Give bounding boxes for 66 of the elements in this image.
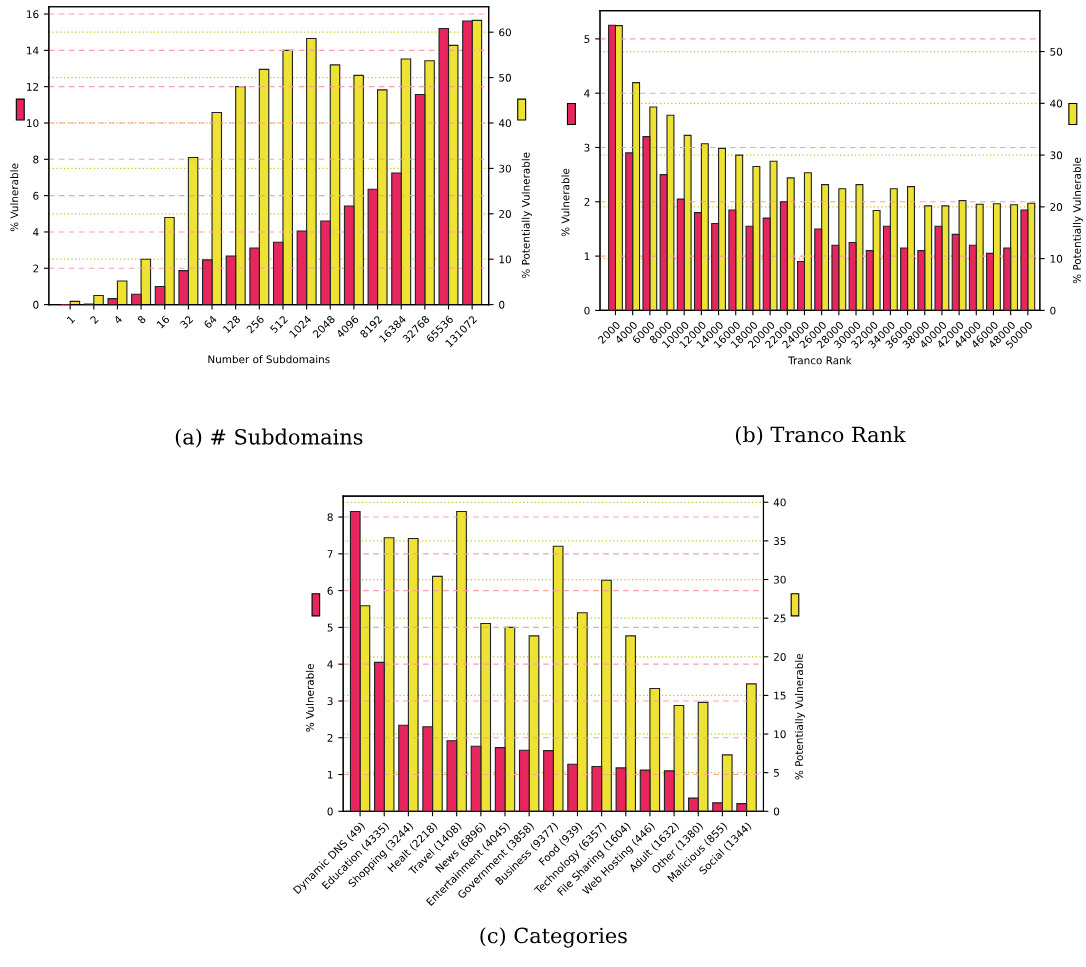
y-axis-title: % Vulnerable [10, 163, 19, 232]
text: (b) Tranco Rank [735, 426, 906, 446]
y-tick-label: 6 [327, 586, 333, 595]
text: (a) # Subdomains [175, 428, 363, 448]
y-tick-label: 4 [584, 89, 590, 98]
x-tick-label: 32 [179, 315, 194, 329]
y-tick-label: 6 [33, 191, 39, 200]
y2-tick-label: 50 [1050, 47, 1063, 56]
y2-tick-label: 40 [1050, 99, 1063, 108]
y-tick-label: 5 [584, 35, 590, 43]
y2-tick-label: 50 [499, 73, 511, 82]
y2-tick-label: 20 [1050, 203, 1063, 211]
y-tick-label: 3 [584, 143, 590, 152]
x-tick-label: 512 [269, 315, 288, 334]
y-tick-label: 8 [327, 513, 333, 522]
y2-tick-label: 40 [773, 498, 786, 507]
y2-tick-label: 30 [499, 164, 511, 173]
y-tick-label: 0 [327, 807, 333, 816]
y-tick-label: 0 [584, 306, 590, 315]
y-tick-label: 2 [584, 198, 590, 206]
y2-tick-label: 20 [499, 210, 511, 218]
y-axis-title: % Vulnerable [561, 168, 570, 237]
y2-tick-label: 60 [499, 28, 511, 37]
y2-axis-title: % Potentially Vulnerable [521, 152, 532, 279]
y-tick-label: 1 [327, 770, 333, 779]
x-tick-label: 2 [89, 315, 99, 325]
y-tick-label: 10 [27, 119, 39, 128]
y-tick-label: 12 [27, 82, 39, 91]
x-axis-title: Tranco Rank [788, 356, 852, 365]
y-tick-label: 5 [327, 623, 333, 632]
y-tick-label: 2 [33, 264, 39, 273]
y-tick-label: 3 [327, 697, 333, 706]
y2-tick-label: 30 [773, 575, 786, 584]
y2-tick-label: 0 [499, 300, 505, 309]
y-tick-label: 4 [33, 228, 39, 236]
y2-axis-title: % Potentially Vulnerable [1072, 157, 1083, 284]
y-tick-label: 2 [327, 733, 333, 742]
y-tick-label: 8 [33, 155, 39, 164]
x-tick-label: 8 [137, 314, 147, 325]
x-tick-label: 16 [156, 314, 170, 329]
x-tick-label: 4 [113, 314, 123, 325]
y2-tick-label: 10 [499, 255, 511, 264]
y-tick-label: 16 [27, 10, 39, 19]
y-tick-label: 4 [327, 660, 333, 669]
y2-tick-label: 40 [498, 119, 511, 128]
y2-tick-label: 0 [1050, 306, 1056, 315]
y2-tick-label: 0 [773, 807, 780, 816]
y-tick-label: 14 [27, 46, 39, 55]
y-tick-label: 1 [584, 252, 590, 261]
y2-tick-label: 5 [773, 769, 779, 777]
y2-tick-label: 15 [774, 691, 786, 700]
y2-axis-title: % Potentially Vulnerable [794, 653, 806, 780]
y2-tick-label: 30 [1050, 151, 1063, 160]
y2-tick-label: 10 [774, 730, 786, 739]
y2-tick-label: 25 [773, 614, 786, 623]
y-axis-title: % Vulnerable [305, 664, 314, 732]
text: (c) Categories [480, 927, 627, 948]
y2-tick-label: 20 [773, 653, 786, 661]
y2-tick-label: 35 [773, 537, 786, 545]
x-axis-title: Number of Subdomains [208, 355, 330, 364]
y-tick-label: 0 [33, 300, 39, 309]
x-tick-label: 64 [203, 314, 218, 329]
x-tick-label: 1 [66, 315, 76, 324]
y2-tick-label: 10 [1050, 254, 1063, 263]
x-tick-label: 128 [222, 314, 241, 334]
y-tick-label: 7 [327, 550, 333, 558]
